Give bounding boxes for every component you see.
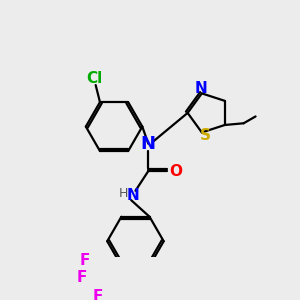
Text: F: F <box>77 270 87 285</box>
Text: F: F <box>80 253 90 268</box>
Text: N: N <box>127 188 139 202</box>
Text: S: S <box>200 128 211 143</box>
Text: N: N <box>195 81 207 96</box>
Text: Cl: Cl <box>87 71 103 86</box>
Text: N: N <box>141 135 156 153</box>
Text: O: O <box>169 164 182 178</box>
Text: F: F <box>92 289 103 300</box>
Text: H: H <box>119 187 128 200</box>
